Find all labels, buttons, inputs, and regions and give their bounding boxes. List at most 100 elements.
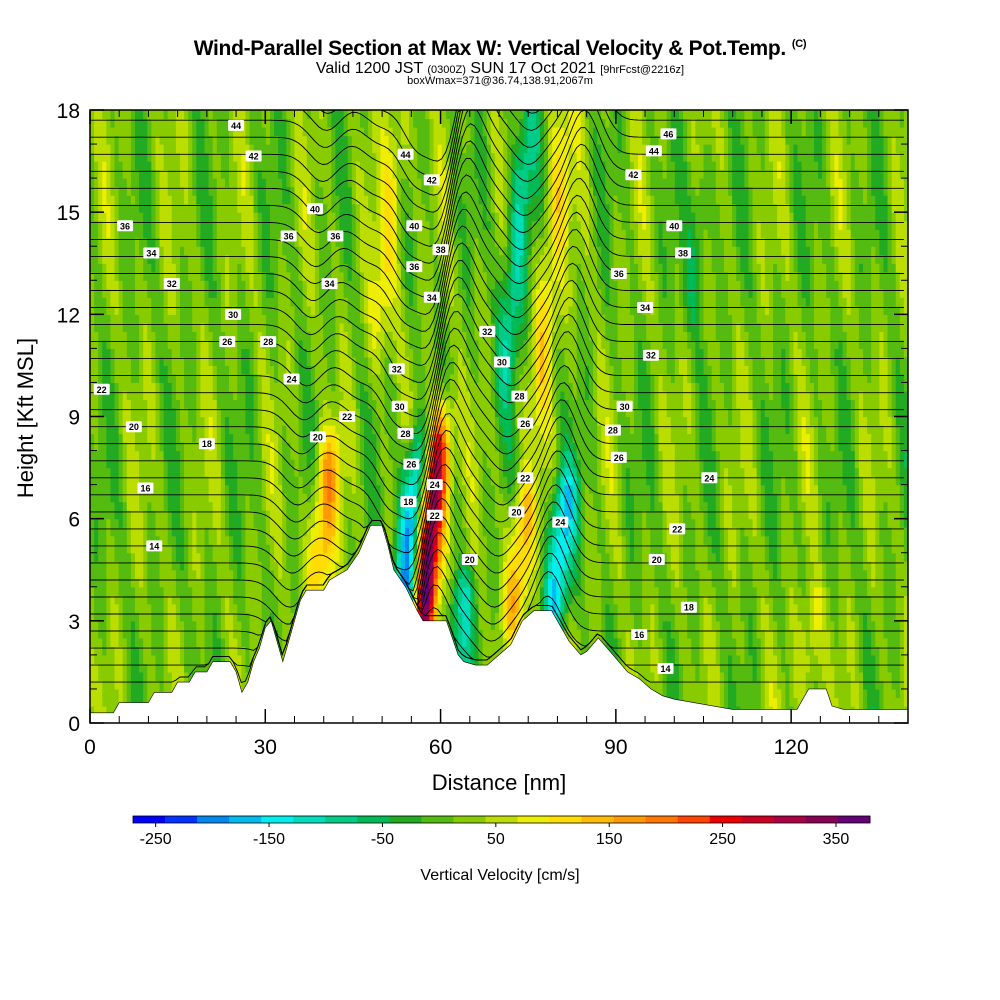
- field-cell: [253, 433, 259, 443]
- field-cell: [175, 348, 181, 358]
- field-cell: [90, 390, 95, 401]
- field-cell: [118, 382, 124, 392]
- field-cell: [253, 484, 259, 494]
- field-cell: [220, 305, 226, 315]
- field-cell: [118, 459, 124, 469]
- field-cell: [98, 425, 103, 435]
- field-cell: [130, 288, 136, 298]
- field-cell: [188, 518, 193, 528]
- field-cell: [159, 450, 165, 460]
- field-cell: [249, 365, 255, 375]
- field-cell: [335, 373, 341, 384]
- field-cell: [249, 178, 255, 188]
- field-cell: [167, 195, 173, 205]
- field-cell: [314, 263, 320, 273]
- field-cell: [90, 161, 95, 171]
- field-cell: [143, 527, 148, 537]
- field-cell: [163, 663, 169, 673]
- field-cell: [139, 186, 144, 196]
- field-cell: [90, 416, 95, 426]
- field-cell: [216, 425, 222, 435]
- field-cell: [122, 229, 128, 239]
- field-cell: [212, 195, 218, 205]
- field-cell: [368, 127, 373, 137]
- field-cell: [192, 161, 197, 171]
- field-cell: [294, 348, 300, 358]
- field-cell: [216, 561, 222, 571]
- field-cell: [90, 331, 95, 341]
- field-cell: [130, 484, 136, 494]
- field-cell: [155, 459, 161, 469]
- field-cell: [347, 322, 353, 332]
- field-cell: [351, 476, 357, 486]
- field-cell: [118, 186, 124, 196]
- field-cell: [224, 569, 230, 579]
- field-cell: [192, 373, 197, 384]
- field-cell: [167, 535, 173, 545]
- field-cell: [143, 263, 148, 273]
- field-cell: [98, 399, 103, 409]
- field-cell: [200, 314, 206, 324]
- field-cell: [359, 169, 365, 179]
- field-cell: [290, 561, 296, 571]
- field-cell: [253, 110, 259, 120]
- field-cell: [314, 527, 320, 537]
- field-cell: [167, 654, 173, 664]
- field-cell: [286, 322, 292, 332]
- field-cell: [155, 356, 161, 367]
- field-cell: [216, 527, 222, 537]
- field-cell: [167, 144, 173, 154]
- field-cell: [139, 407, 144, 418]
- field-cell: [224, 356, 230, 367]
- field-cell: [188, 586, 193, 596]
- field-cell: [233, 637, 238, 647]
- field-cell: [118, 535, 124, 545]
- field-cell: [229, 467, 234, 477]
- field-cell: [265, 365, 271, 375]
- field-cell: [204, 578, 210, 588]
- field-cell: [114, 697, 120, 707]
- field-cell: [167, 322, 173, 332]
- field-cell: [319, 569, 324, 579]
- field-cell: [175, 203, 181, 213]
- field-cell: [220, 510, 226, 520]
- field-cell: [343, 169, 349, 179]
- field-cell: [188, 288, 193, 298]
- field-cell: [257, 297, 263, 307]
- field-cell: [147, 407, 152, 418]
- field-cell: [171, 212, 177, 222]
- field-cell: [196, 663, 202, 673]
- field-cell: [220, 365, 226, 375]
- field-cell: [212, 373, 218, 384]
- field-cell: [179, 527, 185, 537]
- field-cell: [98, 271, 103, 281]
- field-cell: [331, 425, 336, 435]
- field-cell: [114, 680, 120, 690]
- field-cell: [343, 373, 349, 384]
- field-cell: [106, 450, 112, 460]
- field-cell: [237, 195, 242, 205]
- field-cell: [208, 569, 214, 579]
- field-cell: [216, 212, 222, 222]
- field-cell: [196, 459, 202, 469]
- field-cell: [257, 569, 263, 579]
- field-cell: [220, 161, 226, 171]
- field-cell: [261, 161, 267, 171]
- field-cell: [192, 331, 197, 341]
- field-cell: [175, 586, 181, 596]
- field-cell: [323, 203, 328, 213]
- field-cell: [130, 127, 136, 137]
- field-cell: [184, 646, 189, 656]
- field-cell: [90, 654, 95, 664]
- field-cell: [331, 356, 336, 367]
- field-cell: [192, 510, 197, 520]
- field-cell: [147, 110, 152, 120]
- field-cell: [278, 280, 283, 290]
- field-cell: [269, 322, 275, 332]
- field-cell: [114, 322, 120, 332]
- field-cell: [98, 552, 103, 562]
- field-cell: [335, 348, 341, 358]
- field-cell: [302, 459, 308, 469]
- field-cell: [339, 518, 345, 528]
- field-cell: [130, 118, 136, 128]
